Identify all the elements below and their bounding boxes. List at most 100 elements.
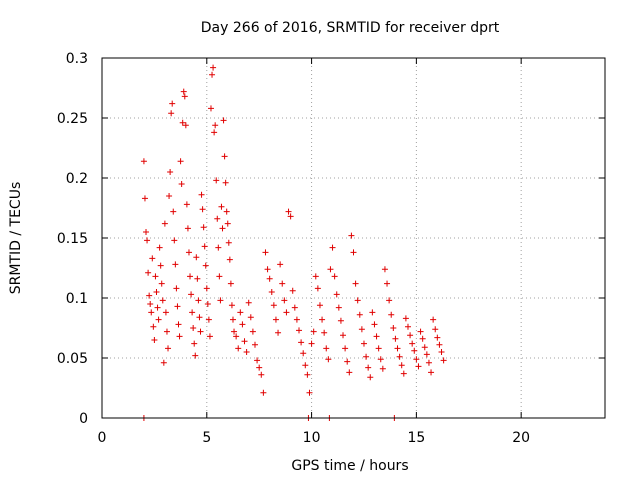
- data-point: [373, 333, 380, 340]
- data-point: [223, 208, 230, 215]
- data-point: [348, 232, 355, 239]
- data-point: [438, 349, 445, 355]
- data-point: [354, 297, 361, 304]
- data-point: [144, 237, 151, 244]
- data-point: [413, 356, 420, 363]
- data-point: [369, 309, 376, 316]
- data-point: [169, 100, 176, 107]
- data-point: [394, 345, 401, 352]
- data-point: [260, 389, 267, 396]
- data-point: [247, 314, 254, 321]
- axis-ticks: [101, 57, 605, 419]
- y-tick-label: 0.3: [66, 51, 88, 67]
- data-point: [187, 273, 194, 280]
- data-point: [207, 105, 214, 112]
- data-point: [231, 328, 238, 335]
- data-point: [189, 309, 196, 316]
- data-point: [147, 301, 154, 307]
- data-point: [323, 345, 330, 352]
- data-point: [386, 297, 393, 304]
- data-point: [198, 191, 205, 198]
- data-point: [346, 369, 353, 376]
- data-point: [145, 269, 152, 276]
- data-point: [165, 345, 172, 352]
- data-point: [325, 356, 332, 363]
- data-point: [321, 329, 328, 336]
- data-point: [178, 181, 185, 187]
- data-point: [404, 323, 411, 330]
- data-point: [390, 325, 397, 331]
- data-point: [203, 285, 210, 292]
- data-point: [396, 353, 403, 360]
- data-point: [287, 213, 294, 220]
- data-point: [217, 297, 224, 304]
- data-point: [233, 333, 240, 340]
- data-point: [440, 357, 447, 364]
- data-point: [249, 328, 256, 335]
- x-tick-label: 20: [512, 430, 530, 446]
- data-point: [180, 88, 187, 95]
- data-point: [155, 316, 162, 323]
- y-tick-label: 0.15: [57, 231, 88, 247]
- data-point: [172, 261, 179, 268]
- data-point: [266, 275, 273, 282]
- data-point: [211, 129, 218, 136]
- data-point: [191, 340, 198, 347]
- data-point: [166, 193, 173, 199]
- data-point: [319, 316, 326, 323]
- data-point: [221, 153, 228, 160]
- data-point: [327, 266, 334, 273]
- data-point: [146, 292, 153, 299]
- data-point: [162, 309, 169, 316]
- data-point: [293, 316, 300, 323]
- data-point: [205, 316, 212, 323]
- tick-labels: 0 0.05 0.1 0.15 0.2 0.25 0.3 0 5 10 15 20: [57, 51, 530, 446]
- data-point: [402, 315, 409, 322]
- data-point: [436, 341, 443, 348]
- y-tick-label: 0.2: [66, 171, 88, 187]
- data-point: [306, 389, 313, 396]
- data-point: [375, 345, 382, 352]
- data-point: [262, 249, 269, 256]
- data-point: [196, 314, 203, 321]
- data-point: [173, 285, 180, 292]
- data-point: [200, 224, 207, 231]
- plot-frame: [101, 57, 606, 419]
- data-point: [423, 351, 430, 358]
- data-point: [188, 291, 195, 298]
- data-point: [363, 353, 370, 360]
- data-point: [302, 362, 309, 369]
- data-point: [179, 119, 186, 126]
- data-point: [371, 321, 378, 328]
- data-point: [344, 358, 351, 365]
- data-point: [151, 337, 158, 343]
- data-point: [310, 328, 317, 335]
- data-point: [270, 302, 277, 309]
- data-point: [153, 289, 160, 295]
- data-point: [407, 332, 414, 339]
- data-point: [220, 117, 227, 124]
- data-point: [377, 356, 384, 363]
- data-point: [237, 309, 244, 316]
- data-point: [279, 280, 286, 287]
- data-point: [204, 301, 211, 307]
- data-point: [194, 275, 201, 282]
- data-point: [314, 285, 321, 292]
- data-point: [182, 122, 189, 129]
- data-point: [222, 179, 229, 186]
- data-point: [316, 302, 323, 309]
- y-axis-label: SRMTID / TECUs: [8, 182, 24, 295]
- data-point: [168, 110, 175, 117]
- data-point: [157, 262, 164, 269]
- y-tick-label: 0.1: [66, 291, 88, 307]
- data-point: [185, 249, 192, 256]
- data-point: [256, 364, 263, 371]
- data-point: [228, 302, 235, 309]
- data-point: [212, 122, 219, 129]
- data-point: [419, 335, 426, 342]
- data-point: [150, 323, 157, 330]
- data-point: [183, 201, 190, 208]
- data-point: [308, 340, 315, 347]
- y-tick-label: 0: [79, 411, 88, 427]
